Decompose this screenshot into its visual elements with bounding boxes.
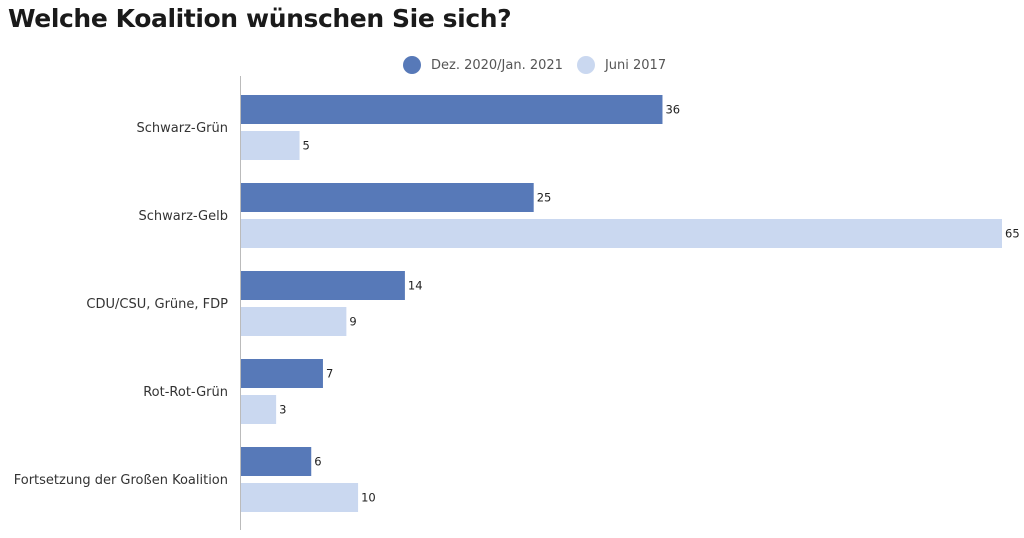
bar-series-2[interactable] bbox=[241, 219, 1002, 248]
chart-title: Welche Koalition wünschen Sie sich? bbox=[8, 4, 512, 33]
data-label: 10 bbox=[361, 491, 376, 505]
data-label: 65 bbox=[1005, 227, 1020, 241]
category-label: Schwarz-Grün bbox=[137, 121, 228, 136]
data-label: 6 bbox=[314, 455, 321, 469]
bar-series-1[interactable] bbox=[241, 183, 534, 212]
bar-series-2[interactable] bbox=[241, 307, 347, 336]
legend-swatch-series-1 bbox=[403, 56, 421, 74]
data-label: 14 bbox=[408, 279, 423, 293]
bar-series-1[interactable] bbox=[241, 359, 323, 388]
category-label: CDU/CSU, Grüne, FDP bbox=[86, 297, 228, 312]
data-label: 36 bbox=[665, 103, 680, 117]
bar-series-2[interactable] bbox=[241, 483, 359, 512]
bar-series-2[interactable] bbox=[241, 131, 300, 160]
legend-label-series-2: Juni 2017 bbox=[604, 57, 667, 73]
category-label: Schwarz-Gelb bbox=[138, 209, 228, 224]
data-label: 9 bbox=[349, 315, 356, 329]
data-label: 5 bbox=[303, 139, 310, 153]
bar-series-1[interactable] bbox=[241, 271, 405, 300]
legend: Dez. 2020/Jan. 2021 Juni 2017 bbox=[403, 54, 680, 76]
legend-label-series-1: Dez. 2020/Jan. 2021 bbox=[431, 57, 563, 73]
data-label: 25 bbox=[537, 191, 552, 205]
bar-series-2[interactable] bbox=[241, 395, 277, 424]
bar-series-1[interactable] bbox=[241, 95, 663, 124]
category-label: Fortsetzung der Großen Koalition bbox=[14, 473, 228, 488]
legend-swatch-series-2 bbox=[576, 56, 595, 74]
legend-item-series-2[interactable]: Juni 2017 bbox=[576, 56, 667, 74]
legend-item-series-1[interactable]: Dez. 2020/Jan. 2021 bbox=[403, 56, 563, 74]
data-label: 7 bbox=[326, 367, 333, 381]
bar-series-1[interactable] bbox=[241, 447, 312, 476]
category-label: Rot-Rot-Grün bbox=[143, 385, 228, 400]
data-label: 3 bbox=[279, 403, 286, 417]
